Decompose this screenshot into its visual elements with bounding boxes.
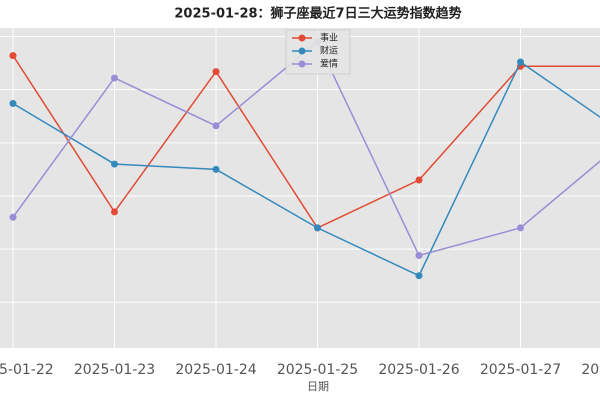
data-point	[111, 160, 118, 168]
data-point	[9, 213, 17, 221]
legend-marker	[298, 47, 306, 55]
x-axis-label: 日期	[307, 380, 329, 393]
data-point	[415, 272, 423, 280]
legend-box	[285, 29, 351, 75]
plot-area	[9, 38, 600, 280]
chart-title: 2025-01-28：狮子座最近7日三大运势指数趋势	[174, 6, 461, 22]
x-tick-label: 2025-01-22	[0, 362, 54, 378]
data-point	[517, 224, 524, 232]
legend-label: 事业	[320, 32, 338, 44]
x-tick-label: 2025-01-26	[378, 362, 459, 378]
data-point	[9, 99, 17, 107]
x-tick-label: 2025-01-25	[277, 362, 358, 378]
data-point	[212, 122, 220, 130]
legend-label: 爱情	[320, 58, 338, 70]
legend-marker	[298, 60, 306, 68]
data-point	[111, 74, 118, 82]
data-point	[212, 165, 220, 173]
data-point	[9, 52, 17, 60]
x-tick-label: 2025-01-27	[480, 362, 561, 378]
x-tick-label: 2025-01-23	[74, 362, 155, 378]
legend-marker	[298, 34, 306, 42]
data-point	[415, 176, 423, 184]
data-point	[314, 224, 321, 232]
x-tick-label: 2025-01-24	[175, 362, 256, 378]
data-point	[415, 252, 423, 260]
plot-background	[0, 28, 600, 348]
data-point	[517, 58, 524, 66]
x-tick-label: 2025-01-28	[581, 362, 600, 378]
data-point	[212, 68, 220, 76]
data-point	[111, 208, 118, 216]
legend-label: 财运	[320, 45, 338, 57]
